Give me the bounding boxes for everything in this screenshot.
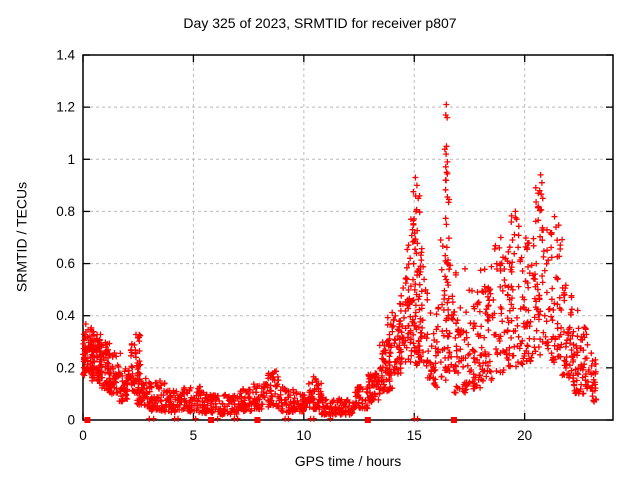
svg-text:1.2: 1.2 [56, 100, 75, 115]
svg-text:0.2: 0.2 [56, 360, 75, 375]
svg-text:20: 20 [517, 428, 532, 443]
svg-text:10: 10 [296, 428, 311, 443]
svg-text:0: 0 [79, 428, 87, 443]
x-axis-label: GPS time / hours [294, 453, 402, 469]
chart-title: Day 325 of 2023, SRMTID for receiver p80… [183, 15, 457, 31]
svg-text:0.8: 0.8 [56, 204, 75, 219]
svg-text:5: 5 [190, 428, 198, 443]
svg-text:1: 1 [67, 152, 75, 167]
svg-text:0.6: 0.6 [56, 256, 75, 271]
y-axis-label: SRMTID / TECUs [13, 181, 30, 293]
svg-text:0: 0 [67, 413, 75, 428]
svg-text:15: 15 [407, 428, 422, 443]
svg-text:1.4: 1.4 [56, 48, 75, 63]
svg-text:0.4: 0.4 [56, 308, 75, 323]
